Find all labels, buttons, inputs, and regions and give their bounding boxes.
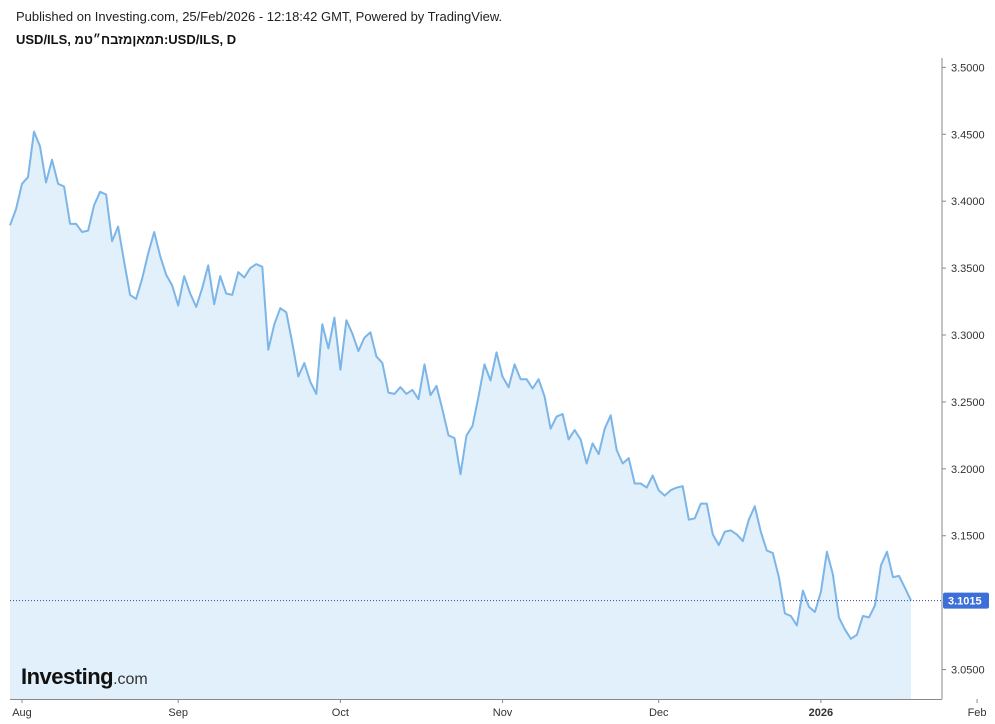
price-area xyxy=(10,131,911,700)
time-tick-label: Oct xyxy=(332,707,349,719)
time-tick-label: Sep xyxy=(168,707,188,719)
price-tick-label: 3.5000 xyxy=(951,62,985,74)
last-price-badge: 3.1015 xyxy=(943,592,989,609)
price-tick-label: 3.1500 xyxy=(951,531,985,543)
price-tick-label: 3.3000 xyxy=(951,330,985,342)
last-price-label: 3.1015 xyxy=(948,596,982,608)
price-tick-label: 3.2500 xyxy=(951,397,985,409)
time-tick-label: 2026 xyxy=(809,707,833,719)
time-tick-label: Aug xyxy=(12,707,32,719)
time-tick-label: Feb xyxy=(968,707,987,719)
price-tick-label: 3.3500 xyxy=(951,263,985,275)
price-tick-label: 3.4500 xyxy=(951,129,985,141)
symbol-title: USD/ILS, תמאןמזבח״טמ:USD/ILS, D xyxy=(16,32,237,47)
price-tick-label: 3.0500 xyxy=(951,665,985,677)
price-tick-label: 3.2000 xyxy=(951,464,985,476)
published-info: Published on Investing.com, 25/Feb/2026 … xyxy=(16,9,503,24)
time-axis-ticks: AugSepOctNovDec2026FebMar xyxy=(12,699,987,719)
time-tick-label: Nov xyxy=(493,707,513,719)
logo-suffix-text: .com xyxy=(113,671,148,688)
price-tick-label: 3.4000 xyxy=(951,196,985,208)
price-axis-ticks: 3.5000 3.4500 3.4000 3.3500 3.3000 3.2500 3.20… xyxy=(942,62,985,677)
price-line xyxy=(9,130,912,640)
time-tick-label: Dec xyxy=(649,707,669,719)
investing-logo: Investing.com xyxy=(21,664,148,690)
logo-main-text: Investing xyxy=(21,664,114,689)
